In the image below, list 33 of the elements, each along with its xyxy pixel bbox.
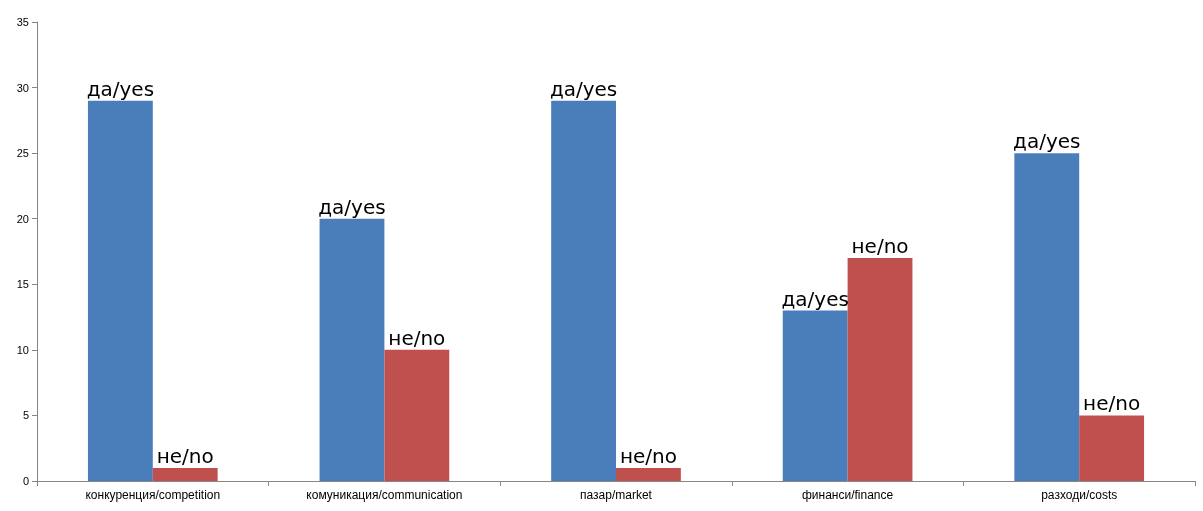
text: да/yes <box>318 194 386 219</box>
bar <box>551 100 616 481</box>
bar <box>616 467 681 481</box>
text: не/no <box>1083 391 1141 416</box>
x-tick-label: комуникация/communication <box>306 488 463 502</box>
text: не/no <box>388 325 446 350</box>
bar <box>847 258 913 481</box>
bar <box>87 100 153 481</box>
y-tick-label: 5 <box>22 409 29 422</box>
bar <box>782 310 848 481</box>
x-tick-label: разходи/costs <box>1041 488 1118 502</box>
bar <box>1014 153 1080 481</box>
x-tick-label: пазар/market <box>580 488 653 502</box>
y-tick-label: 10 <box>16 343 29 356</box>
x-tick-label: финанси/finance <box>801 488 894 502</box>
series-label: да/yes <box>86 76 155 101</box>
bar <box>319 218 385 481</box>
y-tick-label: 25 <box>16 147 29 160</box>
text: да/yes <box>1013 129 1081 154</box>
y-tick-label: 0 <box>22 475 29 487</box>
text: не/no <box>619 443 677 468</box>
x-tick-label: конкуренция/competition <box>85 488 221 502</box>
y-tick-label: 35 <box>16 16 29 28</box>
y-tick-label: 30 <box>16 81 29 94</box>
text: да/yes <box>549 76 618 101</box>
series-label: не/no <box>156 443 214 468</box>
bar <box>1079 415 1145 481</box>
text: не/no <box>851 234 909 259</box>
bar <box>152 467 218 481</box>
bar <box>384 349 450 481</box>
y-tick-label: 20 <box>16 212 29 225</box>
y-tick-label: 15 <box>16 278 29 291</box>
text: да/yes <box>781 286 849 311</box>
